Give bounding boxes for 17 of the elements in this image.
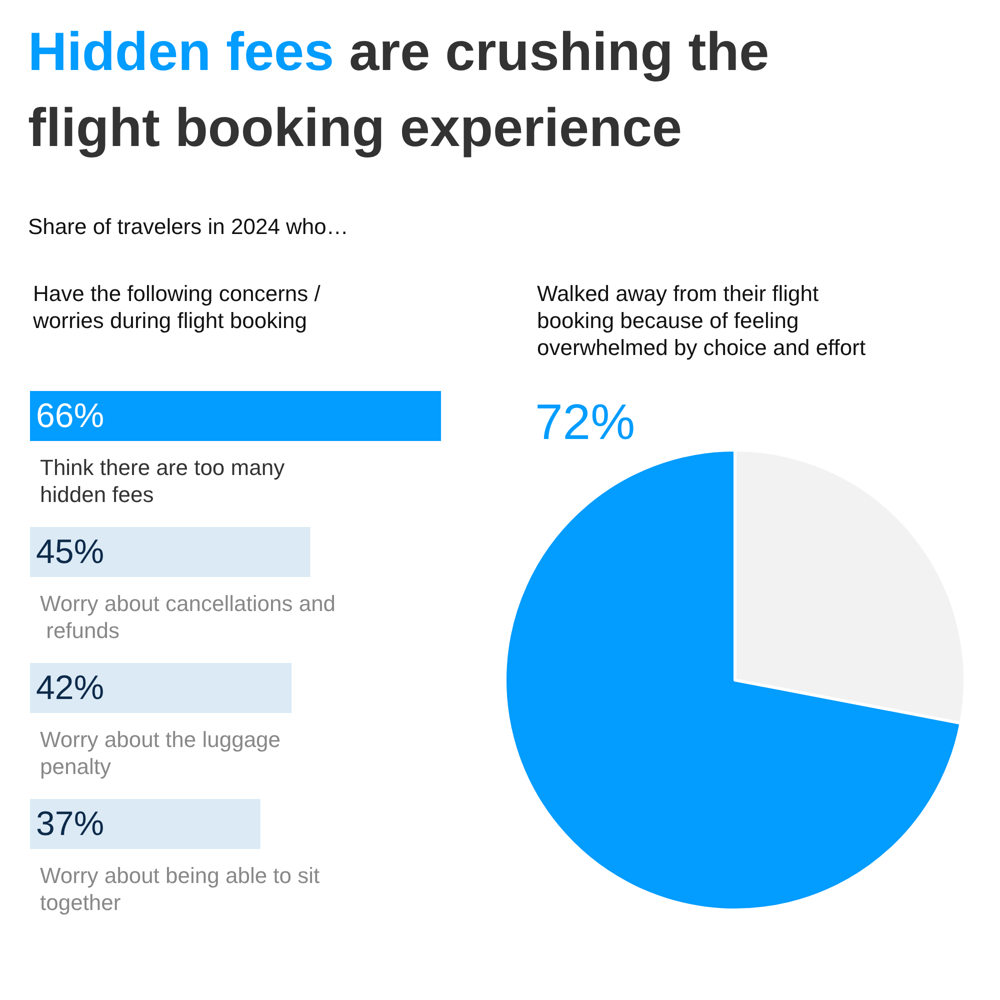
chart-title: Have the following concerns / worries during flight booking bbox=[32, 281, 326, 333]
bar bbox=[30, 663, 292, 713]
data-label: 37% bbox=[36, 805, 104, 843]
chart-title: Walked away from their flight booking because of feeling overwhelmed by choice and effort bbox=[537, 281, 866, 360]
text: Hidden fees are crushing the flight booking experience bbox=[28, 21, 770, 160]
data-label: 66% bbox=[36, 397, 104, 435]
data-label: 45% bbox=[36, 533, 104, 571]
data-label: 72% bbox=[535, 394, 636, 450]
y-tick-label: Worry about the luggage penalty bbox=[40, 727, 287, 779]
bar bbox=[30, 527, 310, 577]
bar bbox=[30, 391, 441, 441]
text: Share of travelers in 2024 who… bbox=[28, 214, 348, 240]
y-tick-label: Think there are too many hidden fees bbox=[40, 455, 291, 507]
y-tick-label: Worry about being able to sit together bbox=[40, 863, 326, 915]
bar bbox=[30, 799, 260, 849]
y-tick-label: Worry about cancellations and refunds bbox=[40, 591, 336, 643]
data-label: 42% bbox=[36, 669, 104, 707]
